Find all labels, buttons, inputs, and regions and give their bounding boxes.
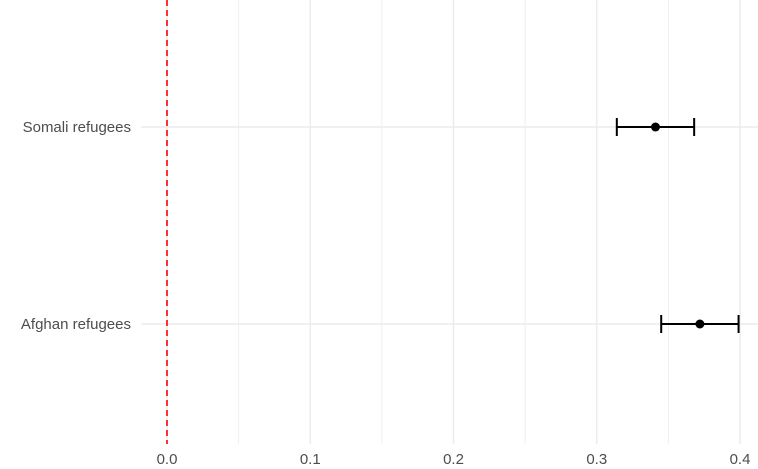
grid-layer: [141, 0, 758, 444]
point-estimate: [650, 122, 660, 132]
marks-layer: [615, 118, 740, 333]
x-tick-label: 0.4: [730, 451, 751, 468]
x-tick-label: 0.0: [157, 451, 178, 468]
estimate-group: [660, 315, 740, 333]
x-tick-labels: 0.0 0.1 0.2 0.3 0.4: [157, 451, 751, 468]
category-label: Somali refugees: [23, 119, 131, 136]
x-tick-label: 0.1: [300, 451, 321, 468]
category-labels: Somali refugees Afghan refugees: [21, 119, 131, 333]
x-tick-label: 0.2: [443, 451, 464, 468]
x-tick-label: 0.3: [586, 451, 607, 468]
point-estimate: [695, 319, 705, 329]
estimate-group: [615, 118, 696, 136]
category-label: Afghan refugees: [21, 316, 131, 333]
